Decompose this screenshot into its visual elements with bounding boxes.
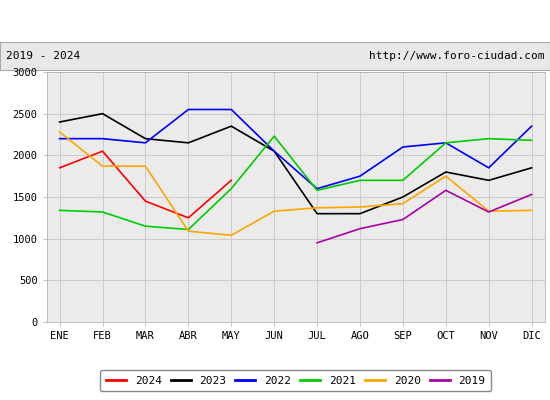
Text: 2019 - 2024: 2019 - 2024 (6, 51, 80, 61)
Legend: 2024, 2023, 2022, 2021, 2020, 2019: 2024, 2023, 2022, 2021, 2020, 2019 (100, 370, 491, 392)
Text: http://www.foro-ciudad.com: http://www.foro-ciudad.com (369, 51, 544, 61)
Text: Evolucion Nº Turistas Nacionales en el municipio de La Puebla del Río: Evolucion Nº Turistas Nacionales en el m… (0, 14, 550, 28)
